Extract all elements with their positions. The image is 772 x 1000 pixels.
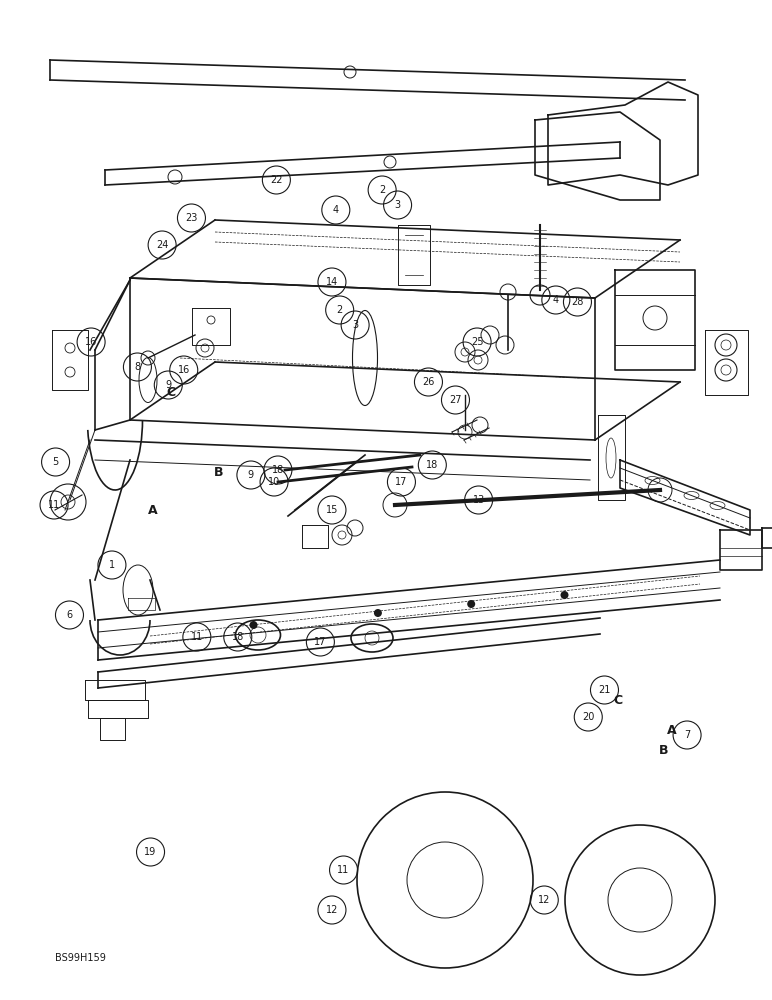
Text: A: A xyxy=(148,504,157,516)
Text: BS99H159: BS99H159 xyxy=(55,953,106,963)
Text: 26: 26 xyxy=(422,377,435,387)
Text: 11: 11 xyxy=(48,500,60,510)
Text: C: C xyxy=(167,385,176,398)
Text: 2: 2 xyxy=(337,305,343,315)
Text: 20: 20 xyxy=(582,712,594,722)
Text: 10: 10 xyxy=(268,477,280,487)
Text: 12: 12 xyxy=(326,905,338,915)
Circle shape xyxy=(467,600,476,608)
Text: 16: 16 xyxy=(178,365,190,375)
Circle shape xyxy=(374,609,382,617)
Text: 3: 3 xyxy=(352,320,358,330)
Text: 4: 4 xyxy=(333,205,339,215)
Text: 19: 19 xyxy=(144,847,157,857)
Text: 4: 4 xyxy=(553,295,559,305)
Text: 1: 1 xyxy=(109,560,115,570)
Text: B: B xyxy=(214,466,223,479)
Text: 24: 24 xyxy=(156,240,168,250)
Text: 21: 21 xyxy=(598,685,611,695)
Text: 9: 9 xyxy=(165,380,171,390)
Text: 12: 12 xyxy=(538,895,550,905)
Text: 11: 11 xyxy=(337,865,350,875)
Text: 2: 2 xyxy=(379,185,385,195)
Text: 27: 27 xyxy=(449,395,462,405)
Text: 18: 18 xyxy=(232,632,244,642)
Text: 17: 17 xyxy=(395,477,408,487)
Text: 15: 15 xyxy=(326,505,338,515)
Text: 13: 13 xyxy=(472,495,485,505)
Circle shape xyxy=(249,621,258,629)
Text: 22: 22 xyxy=(270,175,283,185)
Text: B: B xyxy=(659,744,669,756)
Text: 28: 28 xyxy=(571,297,584,307)
Text: A: A xyxy=(667,724,676,736)
Text: C: C xyxy=(613,694,622,706)
Text: 7: 7 xyxy=(684,730,690,740)
Circle shape xyxy=(560,591,568,599)
Text: 17: 17 xyxy=(314,637,327,647)
Text: 9: 9 xyxy=(248,470,254,480)
Text: 5: 5 xyxy=(52,457,59,467)
Text: 25: 25 xyxy=(471,337,483,347)
Text: 14: 14 xyxy=(326,277,338,287)
Text: 18: 18 xyxy=(272,465,284,475)
Text: 3: 3 xyxy=(394,200,401,210)
Text: 8: 8 xyxy=(134,362,141,372)
Text: 23: 23 xyxy=(185,213,198,223)
Text: 6: 6 xyxy=(66,610,73,620)
Text: 16: 16 xyxy=(85,337,97,347)
Text: 11: 11 xyxy=(191,632,203,642)
Text: 18: 18 xyxy=(426,460,438,470)
